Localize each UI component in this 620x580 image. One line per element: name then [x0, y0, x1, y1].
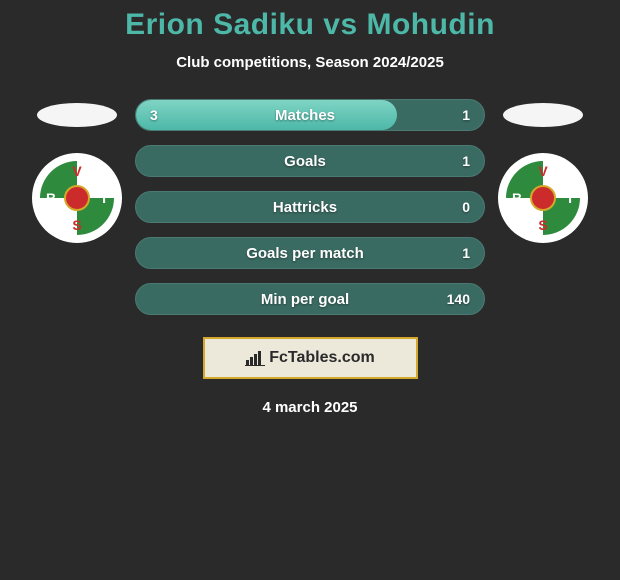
- bar-chart-icon: [245, 350, 265, 366]
- badge-letter: I: [102, 190, 106, 206]
- page-subtitle: Club competitions, Season 2024/2025: [0, 54, 620, 71]
- main-row: V B I S 3 Matches 1 Goals 1: [0, 99, 620, 315]
- comparison-card: Erion Sadiku vs Mohudin Club competition…: [0, 0, 620, 416]
- footer-date: 4 march 2025: [0, 399, 620, 416]
- stat-bar-matches: 3 Matches 1: [135, 99, 485, 131]
- flag-icon: [503, 103, 583, 127]
- stat-bar-goals-per-match: Goals per match 1: [135, 237, 485, 269]
- badge-letter: V: [72, 163, 81, 179]
- page-title: Erion Sadiku vs Mohudin: [0, 8, 620, 42]
- badge-letter: I: [568, 190, 572, 206]
- stat-right-value: 0: [430, 199, 470, 215]
- flag-icon: [37, 103, 117, 127]
- stat-label: Goals per match: [180, 245, 430, 262]
- stat-right-value: 1: [430, 153, 470, 169]
- stat-label: Goals: [180, 153, 430, 170]
- badge-letter: V: [538, 163, 547, 179]
- stat-right-value: 1: [430, 107, 470, 123]
- badge-graphic: V B I S: [40, 161, 114, 235]
- badge-letter: S: [538, 217, 547, 233]
- stat-right-value: 1: [430, 245, 470, 261]
- stat-bar-goals: Goals 1: [135, 145, 485, 177]
- badge-graphic: V B I S: [506, 161, 580, 235]
- stats-bars: 3 Matches 1 Goals 1 Hattricks 0 Goals pe…: [135, 99, 485, 315]
- badge-letter: S: [72, 217, 81, 233]
- stat-label: Min per goal: [180, 291, 430, 308]
- right-player-col: V B I S: [493, 99, 593, 243]
- brand-text: FcTables.com: [269, 349, 375, 367]
- stat-label: Matches: [180, 107, 430, 124]
- badge-letter: B: [512, 190, 522, 206]
- brand-attribution[interactable]: FcTables.com: [203, 337, 418, 379]
- stat-bar-min-per-goal: Min per goal 140: [135, 283, 485, 315]
- stat-bar-hattricks: Hattricks 0: [135, 191, 485, 223]
- stat-left-value: 3: [150, 107, 180, 123]
- stat-right-value: 140: [430, 291, 470, 307]
- club-badge-right[interactable]: V B I S: [498, 153, 588, 243]
- badge-letter: B: [46, 190, 56, 206]
- left-player-col: V B I S: [27, 99, 127, 243]
- stat-label: Hattricks: [180, 199, 430, 216]
- club-badge-left[interactable]: V B I S: [32, 153, 122, 243]
